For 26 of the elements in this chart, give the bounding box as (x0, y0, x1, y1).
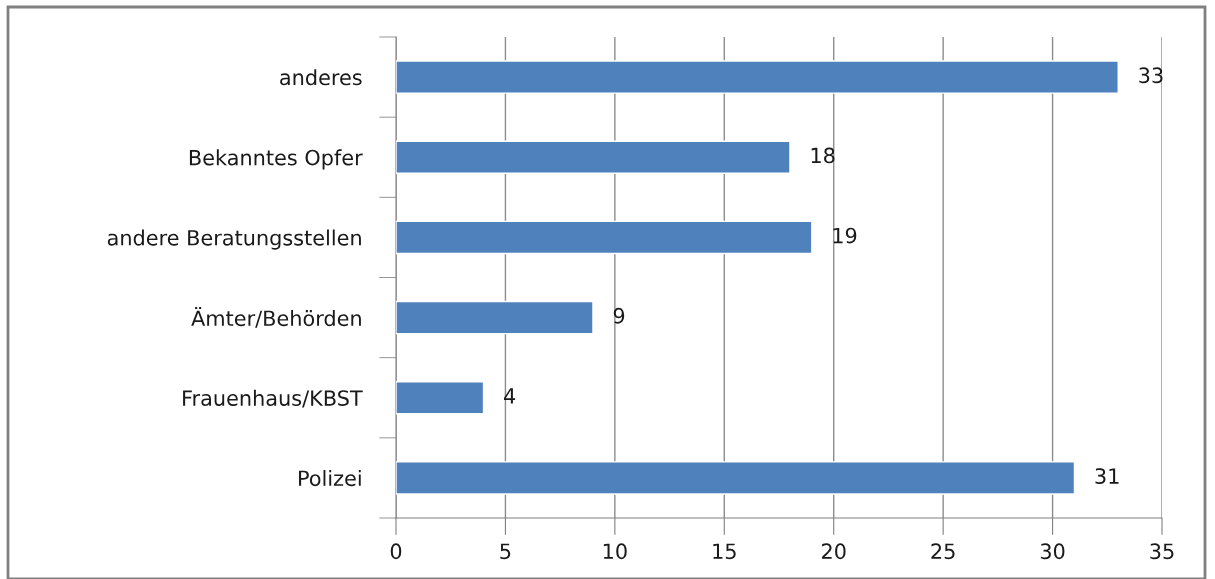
bar (396, 300, 594, 335)
data-label: 4 (504, 388, 516, 404)
y-tick-label: Ämter/Behörden (191, 306, 361, 328)
data-label: 9 (613, 307, 625, 324)
data-label: 31 (1095, 468, 1119, 484)
x-tick-label: 25 (931, 543, 955, 560)
y-tick-label: Frauenhaus/KBST (183, 389, 363, 408)
x-tick-label: 35 (1150, 543, 1174, 560)
bar (396, 220, 813, 255)
bar (396, 140, 791, 174)
data-label: 33 (1139, 67, 1163, 84)
y-tick-label: Polizei (299, 470, 361, 487)
x-tick-label: 20 (821, 543, 846, 560)
x-tick-label: 5 (500, 543, 511, 560)
y-tick-label: andere Beratungsstellen (107, 229, 361, 250)
y-tick-label: anderes (280, 69, 362, 86)
data-label: 18 (811, 147, 835, 164)
x-tick-label: 30 (1040, 543, 1065, 560)
data-label: 19 (833, 227, 857, 244)
x-tick-label: 10 (603, 543, 627, 560)
bar (396, 461, 1076, 495)
bar (396, 60, 1119, 94)
bar (396, 381, 485, 415)
x-tick-label: 15 (713, 543, 736, 560)
x-tick-label: 0 (390, 543, 402, 560)
y-tick-label: Bekanntes Opfer (189, 149, 363, 170)
